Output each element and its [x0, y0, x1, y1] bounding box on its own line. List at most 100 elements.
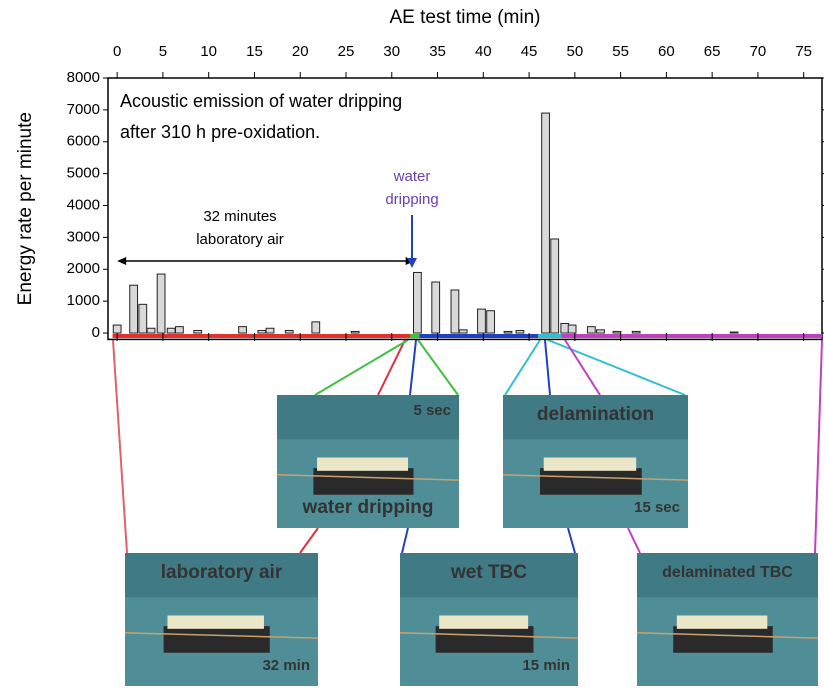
annotation: Acoustic emission of water dripping [120, 91, 402, 111]
chart: 0 1000 2000 3000 4000 5000 6000 7000 8000 0 5 10 15 2… [15, 7, 824, 342]
x-tick-label: 15 [246, 43, 263, 60]
connector [401, 527, 409, 554]
bar [560, 322, 570, 334]
bar [175, 326, 184, 334]
bar [503, 330, 513, 334]
connector [814, 339, 823, 554]
tbc-sample [167, 615, 264, 629]
photo-time: 5 sec [413, 402, 451, 419]
x-axis-label: AE test time (min) [390, 7, 541, 28]
connector [314, 339, 409, 396]
connector [409, 339, 417, 396]
bar [541, 112, 550, 334]
bar [486, 310, 496, 334]
bar [146, 327, 156, 334]
photo-shade [125, 553, 318, 598]
bar [129, 284, 139, 334]
photo-shade [637, 553, 818, 598]
bar [567, 324, 577, 334]
y-tick-label: 3000 [67, 228, 100, 245]
bar [257, 329, 267, 334]
tbc-sample [676, 615, 768, 629]
bar [458, 329, 468, 334]
photo-time: 15 min [522, 657, 570, 674]
y-tick-label: 5000 [67, 165, 100, 182]
connector [544, 339, 551, 396]
wire [276, 474, 460, 481]
annotation: water [393, 168, 431, 185]
bar [729, 331, 739, 334]
wire [502, 474, 689, 481]
bar [311, 321, 321, 334]
bar [350, 330, 360, 334]
bar [112, 324, 122, 334]
photo-panels: water dripping 5 sec delamination 15 sec lab… [124, 395, 819, 686]
photos [112, 339, 823, 554]
x-tick-label: 35 [429, 43, 446, 60]
bar [477, 308, 486, 334]
bar [515, 329, 525, 334]
bar [450, 289, 460, 334]
connector [504, 339, 541, 396]
x-tick-label: 10 [200, 43, 217, 60]
x-tick-label: 5 [159, 43, 167, 60]
x-tick-label: 40 [475, 43, 492, 60]
bar [166, 327, 176, 334]
bar [612, 330, 622, 334]
bar [631, 330, 641, 334]
wire [636, 632, 819, 639]
x-tick-label: 50 [567, 43, 584, 60]
y-axis-label: Energy rate per minute [15, 112, 36, 305]
connector [417, 339, 459, 396]
photo-label: wet TBC [450, 562, 527, 583]
wire [124, 632, 319, 639]
x-tick-label: 25 [338, 43, 355, 60]
photo-time: 15 sec [634, 499, 680, 516]
connector [547, 339, 686, 396]
arrowhead [407, 258, 417, 268]
x-tick-label: 65 [704, 43, 721, 60]
x-tick-label: 45 [521, 43, 538, 60]
bar [431, 281, 441, 334]
sample-holder [540, 468, 642, 495]
sample-holder [435, 626, 534, 653]
y-tick-label: 7000 [67, 101, 100, 118]
bar [550, 238, 560, 334]
y-tick-label: 0 [92, 324, 100, 341]
x-tick-label: 70 [750, 43, 767, 60]
x-tick-label: 30 [383, 43, 400, 60]
bar [586, 326, 596, 334]
y-tick-label: 1000 [67, 292, 100, 309]
wire [399, 632, 579, 639]
bar [138, 303, 148, 334]
connector [627, 527, 641, 554]
photo-shade [503, 395, 688, 440]
bar [596, 329, 605, 334]
annotation: dripping [385, 191, 438, 208]
bar [193, 329, 203, 334]
photo-shade [277, 395, 459, 440]
bar [156, 273, 166, 334]
connector [112, 339, 128, 554]
bar [413, 271, 422, 334]
sample-holder [313, 468, 414, 495]
connector [377, 339, 406, 396]
connector [567, 527, 576, 554]
bar [265, 327, 275, 334]
bar [238, 326, 247, 334]
y-tick-label: 4000 [67, 196, 100, 213]
tbc-sample [317, 457, 409, 471]
connector [299, 527, 319, 554]
y-tick-label: 6000 [67, 133, 100, 150]
tbc-sample [543, 457, 637, 471]
tbc-sample [439, 615, 529, 629]
photo-label: delaminated TBC [662, 564, 793, 581]
x-tick-label: 20 [292, 43, 309, 60]
annotation: laboratory air [196, 231, 284, 248]
annotation: 32 minutes [203, 208, 276, 225]
x-tick-label: 55 [612, 43, 629, 60]
y-tick-label: 8000 [67, 69, 100, 86]
photo-label: water dripping [302, 497, 434, 518]
photo-label: laboratory air [161, 562, 283, 583]
